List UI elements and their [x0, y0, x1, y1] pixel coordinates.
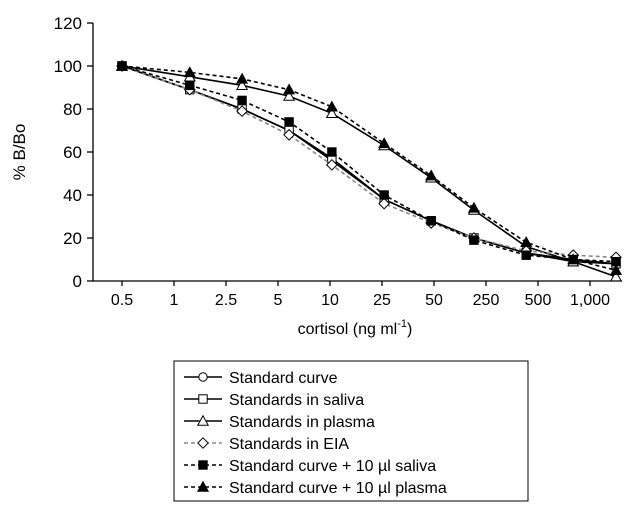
- y-tick-label: 40: [63, 186, 82, 205]
- legend-item: Standards in plasma: [184, 414, 375, 431]
- marker-square-filled: [379, 190, 389, 200]
- marker-diamond: [325, 158, 338, 171]
- x-tick-label: 5: [274, 292, 283, 309]
- y-tick-label: 60: [63, 143, 82, 162]
- marker-triangle: [609, 270, 623, 282]
- series-layer: [115, 59, 623, 282]
- x-tick-label: 1: [170, 292, 179, 309]
- x-tick-label: 50: [425, 292, 443, 309]
- marker-square-filled: [327, 147, 337, 157]
- marker-triangle-filled: [283, 83, 296, 95]
- legend-label: Standards in saliva: [229, 392, 364, 409]
- marker-diamond: [236, 105, 248, 118]
- y-tick-label: 0: [73, 272, 82, 291]
- series-line: [121, 65, 617, 265]
- marker-triangle: [236, 79, 249, 91]
- marker-diamond: [283, 128, 295, 141]
- legend: Standard curve Standards in saliva Standar…: [173, 360, 529, 502]
- y-tick-label: 100: [54, 57, 82, 76]
- legend-label: Standard curve + 10 µl saliva: [229, 458, 436, 475]
- series-line: [121, 65, 617, 263]
- legend-label: Standard curve + 10 µl plasma: [229, 480, 447, 497]
- marker-triangle: [325, 107, 338, 118]
- marker-square: [198, 394, 208, 404]
- y-axis-label: % B/Bo: [10, 124, 29, 181]
- marker-square-filled: [469, 235, 479, 245]
- marker-square-filled: [521, 250, 531, 260]
- legend-item: Standards in EIA: [184, 436, 349, 453]
- marker-triangle-filled: [425, 169, 438, 181]
- series-2: [117, 61, 621, 269]
- marker-circle: [198, 372, 208, 382]
- legend-item: Standard curve + 10 µl plasma: [184, 480, 447, 497]
- legend-item: Standard curve + 10 µl saliva: [184, 458, 436, 475]
- marker-triangle-filled: [467, 201, 480, 213]
- x-axis-label-end: ): [407, 321, 412, 338]
- marker-triangle-filled: [236, 72, 249, 84]
- legend-item: Standards in saliva: [184, 392, 364, 409]
- marker-square-filled: [185, 80, 195, 91]
- marker-square-filled: [426, 216, 436, 226]
- series-line: [121, 65, 617, 259]
- x-tick-label: 2.5: [215, 292, 237, 309]
- series-line: [121, 65, 617, 278]
- marker-diamond: [378, 197, 391, 210]
- marker-triangle: [196, 414, 210, 426]
- x-tick-label: 500: [525, 292, 552, 309]
- marker-triangle-filled: [378, 137, 391, 149]
- x-tick-label: 25: [373, 292, 391, 309]
- x-axis-label-main: cortisol (ng ml: [298, 321, 398, 338]
- legend-item: Standard curve: [184, 370, 338, 387]
- x-tick-label: 10: [321, 292, 339, 309]
- marker-square-filled: [237, 95, 247, 106]
- marker-triangle: [283, 89, 296, 101]
- series-line: [121, 65, 617, 265]
- y-tick-label: 120: [54, 14, 82, 33]
- marker-square-filled: [284, 117, 294, 127]
- y-tick-label: 20: [63, 229, 82, 248]
- x-tick-label: 250: [473, 292, 500, 309]
- series-6: [115, 59, 623, 275]
- series-4: [116, 60, 622, 264]
- marker-triangle-filled: [325, 100, 338, 112]
- marker-triangle-filled: [183, 66, 196, 78]
- legend-label: Standards in EIA: [229, 436, 349, 453]
- marker-diamond: [197, 437, 209, 449]
- marker-triangle-filled: [520, 236, 533, 247]
- marker-triangle-filled: [115, 59, 129, 71]
- x-tick-label: 1,000: [570, 292, 610, 309]
- x-tick-label: 0.5: [111, 292, 133, 309]
- marker-triangle-filled: [196, 480, 210, 492]
- y-tick-label: 80: [63, 100, 82, 119]
- x-axis-label: cortisol (ng ml-1): [298, 318, 413, 338]
- marker-square-filled: [198, 460, 208, 470]
- series-line: [121, 65, 617, 272]
- legend-label: Standards in plasma: [229, 414, 375, 431]
- x-axis: 0.5 1 2.5 5 10 25 50 250 500 1,000: [93, 280, 622, 309]
- legend-label: Standard curve: [229, 370, 338, 387]
- marker-triangle-filled: [609, 264, 623, 275]
- y-axis: 0 20 40 60 80 100 120: [54, 14, 94, 291]
- x-axis-label-sup: -1: [397, 318, 407, 330]
- legend-box: [173, 360, 529, 502]
- marker-triangle-filled: [567, 253, 580, 265]
